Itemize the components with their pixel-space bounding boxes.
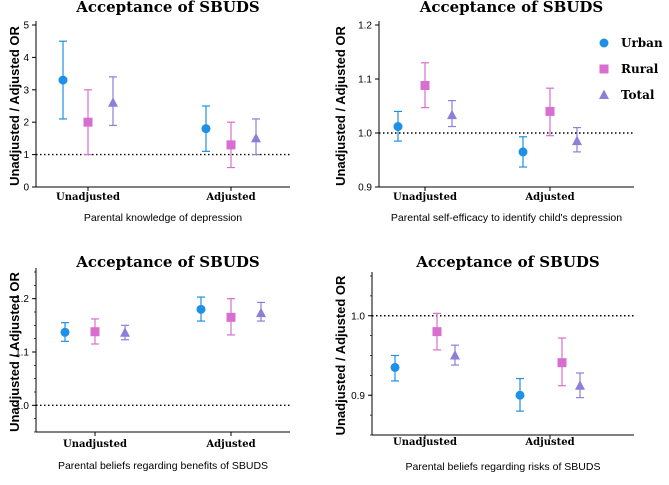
- y-tick-label: 2: [23, 118, 29, 129]
- y-tick-label: 1.1: [358, 75, 372, 86]
- x-category-label: Unadjusted: [63, 439, 127, 450]
- y-axis-label: Unadjusted / Adjusted OR: [333, 25, 348, 185]
- legend-marker-rural: [599, 64, 609, 74]
- x-category-label: Unadjusted: [393, 192, 457, 203]
- chart-title: Acceptance of SBUDS: [415, 253, 600, 271]
- x-category-label: Adjusted: [205, 192, 255, 203]
- data-point-total: [120, 327, 130, 337]
- y-tick-label: 3: [23, 85, 29, 96]
- data-point-rural: [226, 140, 236, 150]
- y-tick-label: 5: [23, 21, 29, 32]
- legend-marker-total: [599, 89, 609, 99]
- chart-title: Acceptance of SBUDS: [419, 0, 604, 16]
- y-tick-label: 1.2: [15, 294, 29, 305]
- y-tick-label: 0.9: [358, 183, 372, 194]
- legend-label-urban: Urban: [621, 36, 663, 50]
- data-point-urban: [518, 147, 528, 157]
- chart-panel-3: Acceptance of SBUDS Unadjusted / Adjusted…: [7, 253, 290, 472]
- chart-panel-1: Acceptance of SBUDS Unadjusted / Adjusted…: [7, 0, 290, 224]
- data-point-urban: [58, 75, 68, 85]
- y-tick-label: 1.1: [15, 348, 29, 359]
- legend-marker-urban: [599, 38, 609, 48]
- data-point-total: [108, 97, 118, 107]
- y-tick-label: 1: [23, 150, 29, 161]
- data-point-rural: [545, 106, 555, 116]
- x-axis-label: Parental self-efficacy to identify child…: [391, 212, 622, 224]
- y-axis-label: Unadjusted / Adjusted OR: [7, 271, 22, 431]
- data-point-rural: [226, 312, 236, 322]
- y-axis-label: Unadjusted / Adjusted OR: [333, 275, 348, 435]
- data-point-urban: [196, 304, 206, 314]
- y-tick-label: 1.0: [358, 129, 372, 140]
- data-point-total: [256, 307, 266, 318]
- x-axis-label: Parental beliefs regarding benefits of S…: [58, 460, 268, 472]
- data-point-urban: [390, 362, 400, 372]
- data-point-urban: [393, 122, 403, 132]
- y-tick-label: 4: [23, 53, 29, 64]
- x-axis-label: Parental knowledge of depression: [84, 212, 242, 224]
- x-category-label: Adjusted: [524, 192, 574, 203]
- data-point-urban: [201, 124, 211, 134]
- x-axis-label: Parental beliefs regarding risks of SBUD…: [406, 461, 601, 473]
- data-point-rural: [90, 327, 100, 337]
- x-category-label: Unadjusted: [56, 192, 120, 203]
- data-point-rural: [420, 80, 430, 90]
- data-point-total: [575, 380, 585, 390]
- legend-label-rural: Rural: [621, 62, 659, 76]
- y-tick-label: 1.2: [358, 21, 372, 32]
- x-category-label: Adjusted: [524, 437, 574, 448]
- data-point-rural: [557, 358, 567, 368]
- data-point-total: [251, 132, 261, 143]
- chart-panel-2: Acceptance of SBUDS Unadjusted / Adjusted…: [333, 0, 634, 224]
- y-axis-label: Unadjusted / Adjusted OR: [7, 25, 22, 185]
- data-point-total: [447, 109, 457, 120]
- data-point-total: [572, 135, 582, 146]
- y-tick-label: 1.0: [351, 311, 365, 322]
- data-point-rural: [432, 327, 442, 337]
- data-point-total: [450, 350, 460, 360]
- legend-label-total: Total: [621, 88, 655, 102]
- chart-panel-4: Acceptance of SBUDS Unadjusted / Adjusted…: [333, 253, 634, 473]
- chart-title: Acceptance of SBUDS: [75, 0, 260, 16]
- data-point-urban: [60, 327, 70, 337]
- x-category-label: Adjusted: [205, 439, 255, 450]
- legend: Urban Rural Total: [599, 36, 663, 102]
- data-point-rural: [83, 117, 93, 127]
- y-tick-label: 1.0: [15, 401, 29, 412]
- x-category-label: Unadjusted: [393, 437, 457, 448]
- y-tick-label: 0.9: [351, 391, 365, 402]
- data-point-urban: [515, 390, 525, 400]
- y-tick-label: 0: [23, 183, 29, 194]
- chart-title: Acceptance of SBUDS: [75, 253, 260, 271]
